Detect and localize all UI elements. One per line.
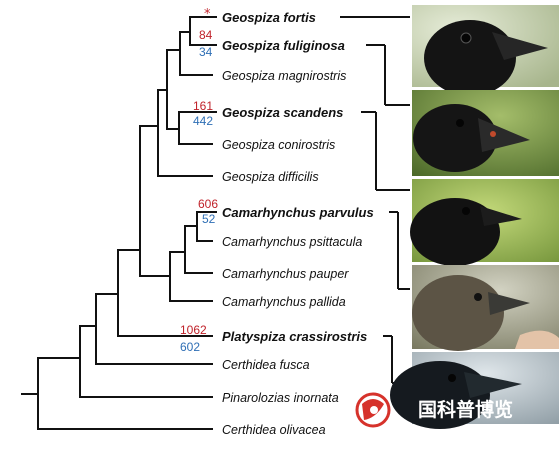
photo-leader-lines	[340, 16, 410, 384]
taxon-label-geospiza-fuliginosa: Geospiza fuliginosa	[222, 38, 345, 53]
finch-photo-4	[412, 265, 559, 351]
node-value-blue: 34	[199, 45, 213, 59]
finch-photo-1	[412, 5, 559, 96]
taxon-label-geospiza-magnirostris: Geospiza magnirostris	[222, 69, 346, 83]
taxon-label-certhidea-olivacea: Certhidea olivacea	[222, 423, 326, 437]
taxon-labels: Geospiza fortis Geospiza fuliginosa Geos…	[222, 10, 374, 437]
museum-watermark: 国科普博览 ence Museums of Chi	[355, 392, 513, 439]
taxon-label-camarhynchus-pauper: Camarhynchus pauper	[222, 267, 349, 281]
finch-photo-2	[412, 90, 559, 176]
taxon-label-geospiza-scandens: Geospiza scandens	[222, 105, 343, 120]
node-value-red: 606	[198, 197, 218, 211]
node-value-blue: 442	[193, 114, 213, 128]
watermark-english-text: ence Museums of Chi	[410, 429, 484, 439]
taxon-label-geospiza-difficilis: Geospiza difficilis	[222, 170, 319, 184]
taxon-label-camarhynchus-psittacula: Camarhynchus psittacula	[222, 235, 362, 249]
taxon-label-platyspiza-crassirostris: Platyspiza crassirostris	[222, 329, 367, 344]
taxon-label-geospiza-fortis: Geospiza fortis	[222, 10, 316, 25]
node-value-red: 161	[193, 99, 213, 113]
phylogenetic-tree	[21, 16, 217, 430]
node-value-red: 1062	[180, 323, 207, 337]
node-value-blue: 602	[180, 340, 200, 354]
taxon-label-camarhynchus-pallida: Camarhynchus pallida	[222, 295, 346, 309]
museum-logo	[355, 392, 391, 428]
finch-photo-5	[390, 352, 559, 429]
taxon-label-certhidea-fusca: Certhidea fusca	[222, 358, 310, 372]
node-value-red: 84	[199, 28, 213, 42]
finch-photo-3	[410, 179, 559, 266]
watermark-chinese-text: 国科普博览	[418, 398, 513, 421]
taxon-label-camarhynchus-parvulus: Camarhynchus parvulus	[222, 205, 374, 220]
taxon-label-geospiza-conirostris: Geospiza conirostris	[222, 138, 335, 152]
taxon-label-pinarolozias-inornata: Pinarolozias inornata	[222, 391, 339, 405]
node-value-blue: 52	[202, 212, 216, 226]
significance-marker: *	[204, 7, 211, 22]
